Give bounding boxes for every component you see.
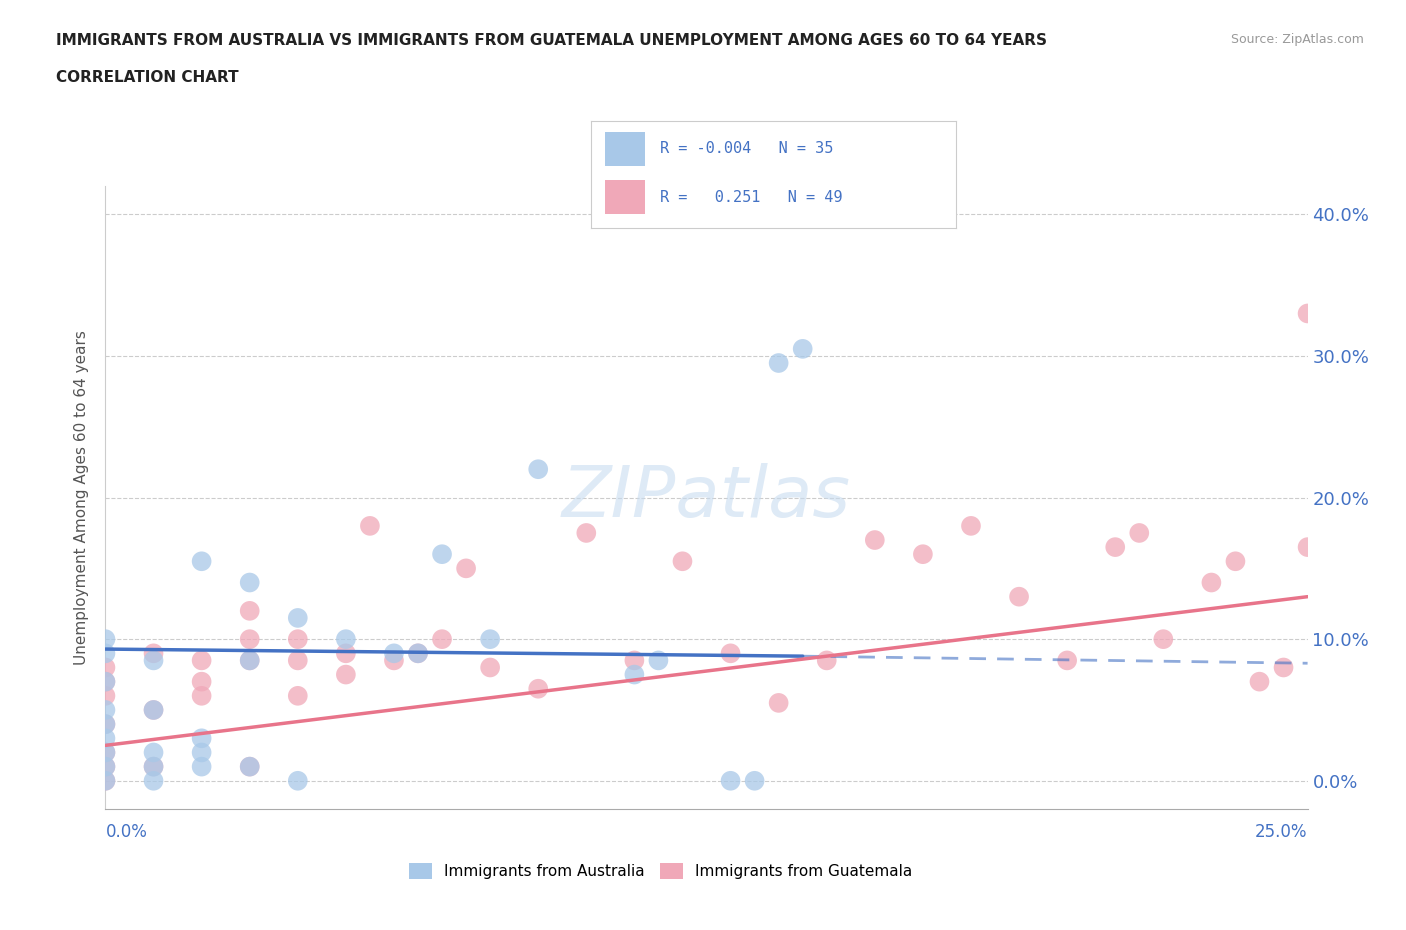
Point [1056, 653, 1078, 668]
Y-axis label: Unemployment Among Ages 60 to 64 years: Unemployment Among Ages 60 to 64 years [75, 330, 90, 665]
Point [406, 645, 429, 660]
Point [142, 774, 165, 789]
Point [94, 631, 117, 646]
Point [815, 653, 838, 668]
Point [142, 653, 165, 668]
Point [94, 645, 117, 660]
Legend: Immigrants from Australia, Immigrants from Guatemala: Immigrants from Australia, Immigrants fr… [404, 857, 918, 885]
Point [430, 547, 453, 562]
Point [142, 702, 165, 717]
Point [744, 774, 766, 789]
Point [94, 731, 117, 746]
Point [768, 696, 790, 711]
Point [239, 631, 262, 646]
Point [142, 745, 165, 760]
Point [575, 525, 598, 540]
Point [94, 759, 117, 774]
Point [94, 759, 117, 774]
Point [94, 774, 117, 789]
Point [190, 554, 212, 569]
Point [239, 759, 262, 774]
Point [94, 717, 117, 732]
Point [190, 674, 212, 689]
Text: 0.0%: 0.0% [105, 823, 148, 841]
Point [479, 631, 502, 646]
Point [454, 561, 477, 576]
Point [190, 745, 212, 760]
Text: IMMIGRANTS FROM AUSTRALIA VS IMMIGRANTS FROM GUATEMALA UNEMPLOYMENT AMONG AGES 6: IMMIGRANTS FROM AUSTRALIA VS IMMIGRANTS … [56, 33, 1047, 47]
Point [406, 645, 429, 660]
Point [142, 702, 165, 717]
Point [671, 554, 693, 569]
Point [768, 355, 790, 370]
Point [190, 731, 212, 746]
Point [287, 688, 309, 703]
Point [960, 518, 983, 533]
Text: R = -0.004   N = 35: R = -0.004 N = 35 [659, 141, 834, 156]
Point [94, 660, 117, 675]
Point [142, 759, 165, 774]
Point [647, 653, 669, 668]
Point [792, 341, 814, 356]
Point [623, 667, 645, 682]
Point [94, 674, 117, 689]
Point [239, 653, 262, 668]
Bar [605, 131, 645, 166]
Point [94, 745, 117, 760]
Point [335, 667, 357, 682]
Point [335, 631, 357, 646]
Point [382, 645, 405, 660]
Point [1296, 539, 1319, 554]
Point [190, 759, 212, 774]
Point [239, 759, 262, 774]
Point [1201, 575, 1223, 590]
Point [911, 547, 934, 562]
Point [287, 631, 309, 646]
Point [190, 653, 212, 668]
Point [479, 660, 502, 675]
Text: ZIPatlas: ZIPatlas [562, 463, 851, 532]
Point [94, 745, 117, 760]
Point [382, 653, 405, 668]
Point [94, 717, 117, 732]
Point [94, 774, 117, 789]
Point [527, 682, 550, 697]
Point [239, 653, 262, 668]
Text: Source: ZipAtlas.com: Source: ZipAtlas.com [1230, 33, 1364, 46]
Bar [605, 179, 645, 214]
Point [1272, 660, 1295, 675]
Text: R =   0.251   N = 49: R = 0.251 N = 49 [659, 191, 842, 206]
Point [1225, 554, 1247, 569]
Point [239, 575, 262, 590]
Point [1249, 674, 1271, 689]
Point [359, 518, 381, 533]
Point [720, 645, 742, 660]
Point [142, 759, 165, 774]
Text: 25.0%: 25.0% [1256, 823, 1308, 841]
Point [94, 674, 117, 689]
Point [239, 604, 262, 618]
Point [287, 610, 309, 625]
Point [430, 631, 453, 646]
Point [1152, 631, 1174, 646]
Point [623, 653, 645, 668]
Point [1296, 306, 1319, 321]
Point [720, 774, 742, 789]
Point [1008, 590, 1031, 604]
Point [287, 653, 309, 668]
Point [142, 645, 165, 660]
Point [287, 774, 309, 789]
Point [335, 645, 357, 660]
Point [94, 688, 117, 703]
Text: CORRELATION CHART: CORRELATION CHART [56, 70, 239, 85]
Point [1104, 539, 1126, 554]
Point [527, 462, 550, 477]
Point [1128, 525, 1150, 540]
Point [863, 533, 886, 548]
Point [94, 702, 117, 717]
Point [190, 688, 212, 703]
